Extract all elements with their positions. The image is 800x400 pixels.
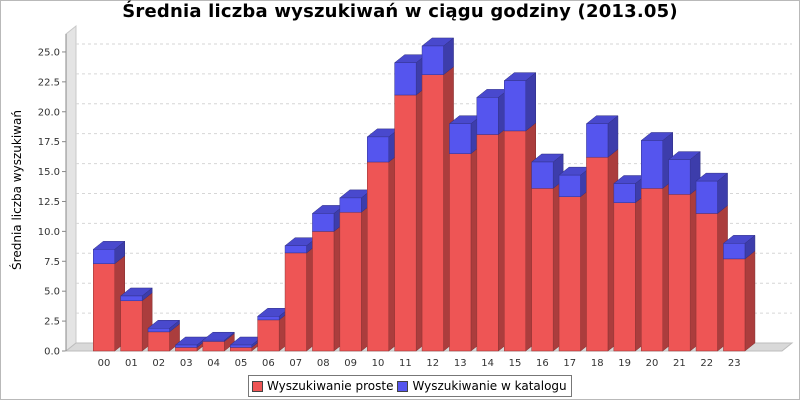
bar-catalog — [421, 45, 444, 75]
y-tick-label: 7.5 — [44, 257, 60, 268]
y-tick-label: 10.0 — [38, 227, 60, 238]
x-tick-label: 21 — [673, 358, 686, 369]
bar-catalog — [531, 161, 554, 189]
bar-simple — [120, 300, 143, 352]
bar-simple — [93, 263, 115, 352]
bar-catalog — [695, 180, 718, 214]
bar-simple — [668, 194, 691, 352]
bar-catalog — [476, 97, 499, 135]
bar-simple-side — [744, 250, 756, 352]
legend-item-catalog: Wyszukiwanie w katalogu — [397, 379, 567, 393]
x-tick-label: 12 — [426, 358, 439, 369]
x-tick-label: 00 — [98, 358, 111, 369]
bar-catalog — [147, 328, 170, 333]
bar-catalog — [394, 62, 417, 96]
bar-simple — [284, 252, 307, 352]
bar-catalog — [120, 295, 143, 302]
bar-simple — [147, 331, 170, 352]
bar-catalog — [284, 245, 307, 254]
bar-catalog — [175, 344, 198, 348]
bar-catalog — [339, 197, 362, 213]
bar-simple — [394, 94, 417, 352]
x-tick-label: 07 — [289, 358, 302, 369]
bar-simple — [476, 134, 499, 352]
x-tick-label: 03 — [180, 358, 193, 369]
bar-simple — [339, 211, 362, 352]
x-tick-label: 19 — [618, 358, 631, 369]
legend-label-catalog: Wyszukiwanie w katalogu — [412, 379, 567, 393]
bar-simple — [449, 153, 472, 352]
bar-catalog — [668, 159, 691, 195]
y-tick-label: 25.0 — [38, 47, 60, 58]
legend: Wyszukiwanie proste Wyszukiwanie w katal… — [248, 375, 572, 397]
bar-simple — [504, 130, 526, 352]
x-tick-label: 02 — [152, 358, 165, 369]
x-tick-label: 10 — [372, 358, 385, 369]
bar-catalog — [586, 123, 609, 158]
bar-simple — [641, 188, 663, 352]
x-tick-label: 13 — [454, 358, 467, 369]
bar-simple — [230, 347, 252, 352]
bar-catalog — [230, 344, 252, 348]
bar-catalog — [504, 80, 526, 132]
bar-simple — [367, 161, 389, 352]
bar-simple — [257, 319, 280, 352]
y-tick-label: 12.5 — [38, 197, 60, 208]
x-tick-label: 14 — [481, 358, 494, 369]
bar-simple — [312, 231, 335, 352]
legend-item-simple: Wyszukiwanie proste — [252, 379, 393, 393]
legend-swatch-simple — [252, 380, 263, 392]
bar-simple — [531, 188, 554, 352]
x-tick-label: 22 — [700, 358, 713, 369]
y-tick-label: 22.5 — [38, 77, 60, 88]
x-tick-label: 09 — [344, 358, 357, 369]
x-tick-label: 08 — [317, 358, 330, 369]
bar-catalog — [723, 243, 746, 260]
bar-simple — [613, 202, 636, 352]
bar-catalog — [449, 123, 472, 154]
bar-catalog — [257, 316, 280, 321]
chart-title: Średnia liczba wyszukiwań w ciągu godzin… — [122, 1, 678, 22]
legend-label-simple: Wyszukiwanie proste — [267, 379, 394, 393]
y-tick-label: 5.0 — [44, 287, 60, 298]
y-tick-label: 0.0 — [44, 347, 60, 358]
y-tick-label: 20.0 — [38, 107, 60, 118]
x-tick-label: 05 — [235, 358, 248, 369]
bar-simple — [723, 258, 746, 352]
bar-simple — [421, 74, 444, 352]
bar-simple — [586, 156, 609, 352]
x-tick-label: 17 — [563, 358, 576, 369]
y-tick-label: 2.5 — [44, 317, 60, 328]
bar-catalog — [202, 339, 225, 342]
bar-catalog — [367, 136, 389, 163]
y-tick-label: 17.5 — [38, 137, 60, 148]
x-tick-label: 18 — [591, 358, 604, 369]
bar-catalog-side — [525, 72, 536, 132]
x-tick-label: 04 — [207, 358, 220, 369]
bar-catalog — [312, 213, 335, 232]
plot-left-wall — [65, 24, 77, 353]
x-tick-label: 16 — [536, 358, 549, 369]
bar-simple — [202, 341, 225, 352]
y-tick-label: 15.0 — [38, 167, 60, 178]
x-tick-label: 11 — [399, 358, 412, 369]
x-tick-label: 15 — [509, 358, 522, 369]
x-tick-label: 01 — [125, 358, 138, 369]
legend-swatch-catalog — [397, 380, 409, 392]
bar-catalog — [641, 140, 663, 189]
bar-catalog — [558, 174, 581, 197]
bar-catalog — [93, 249, 115, 264]
x-tick-label: 06 — [262, 358, 275, 369]
x-tick-label: 20 — [646, 358, 659, 369]
bar-simple — [175, 347, 198, 352]
bar-simple — [695, 213, 718, 352]
bar-simple — [558, 196, 581, 352]
bar-catalog — [613, 183, 636, 203]
x-tick-label: 23 — [728, 358, 741, 369]
